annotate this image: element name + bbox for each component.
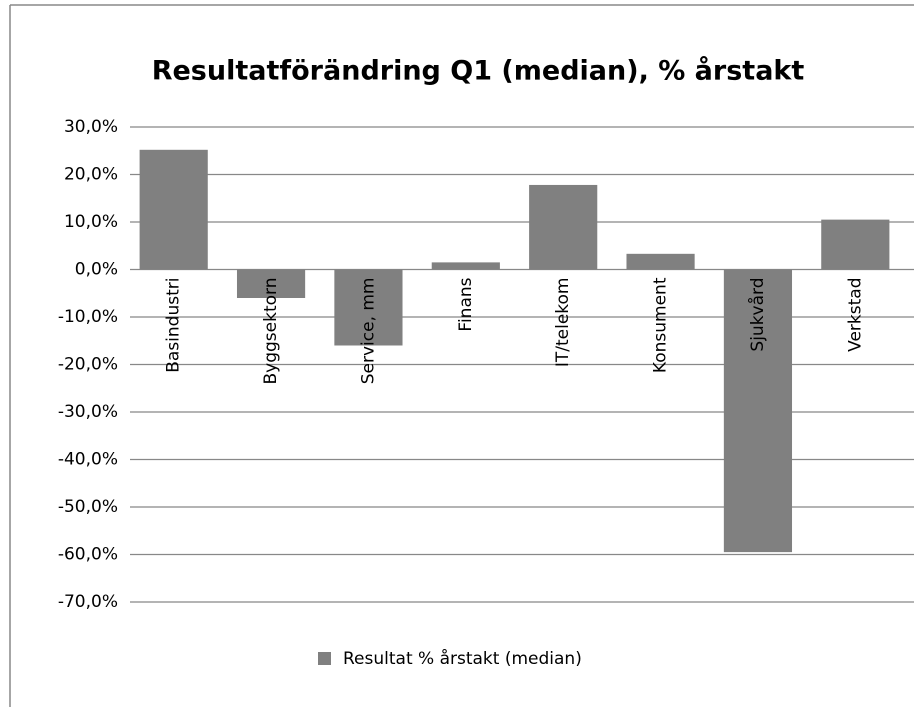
y-tick-label: -40,0% — [58, 450, 118, 470]
chart-title: Resultatförändring Q1 (median), % årstak… — [152, 55, 805, 87]
x-tick-label: Sjukvård — [747, 278, 768, 352]
y-tick-label: -20,0% — [58, 355, 118, 375]
bar — [529, 184, 598, 270]
bar — [236, 269, 306, 298]
y-tick-label: -60,0% — [58, 545, 118, 565]
bar — [723, 269, 793, 553]
y-tick-label: 0,0% — [75, 260, 118, 280]
y-tick-label: 20,0% — [64, 165, 118, 185]
y-tick-label: -10,0% — [58, 307, 118, 327]
bar — [821, 219, 890, 270]
x-tick-label: Verkstad — [845, 278, 865, 352]
legend-swatch — [318, 652, 331, 665]
x-tick-label: Finans — [456, 277, 476, 331]
bar — [626, 253, 695, 270]
legend-label: Resultat % årstakt (median) — [343, 648, 582, 669]
x-tick-label: Service, mm — [358, 278, 378, 385]
bar — [139, 149, 208, 270]
y-tick-label: 30,0% — [64, 117, 118, 137]
x-tick-label: Konsument — [651, 277, 671, 373]
x-tick-label: IT/telekom — [553, 278, 573, 368]
y-tick-label: -70,0% — [58, 592, 118, 612]
bar — [431, 262, 500, 270]
y-tick-label: 10,0% — [64, 212, 118, 232]
x-tick-label: Basindustri — [164, 278, 184, 373]
bar — [334, 269, 403, 346]
y-tick-label: -30,0% — [58, 402, 118, 422]
x-tick-label: Byggsektorn — [261, 278, 281, 385]
y-tick-label: -50,0% — [58, 497, 118, 517]
